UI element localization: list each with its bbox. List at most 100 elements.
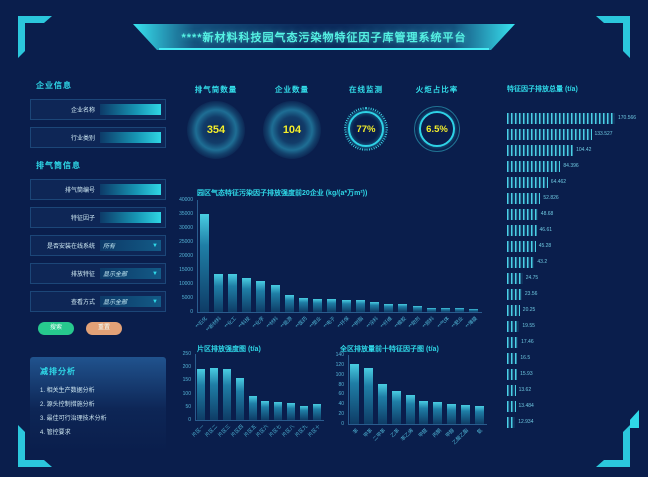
hbar-row: 43.2 bbox=[507, 254, 645, 270]
y-axis-label: 60 bbox=[338, 391, 344, 398]
hbar bbox=[507, 224, 537, 236]
hbar-row: 23.56 bbox=[507, 286, 645, 302]
hbar-list: 170.566 133.527 104.42 84.396 64.462 52.826 48… bbox=[507, 110, 645, 430]
bar bbox=[391, 391, 401, 424]
button-row: 搜索 重置 bbox=[38, 322, 166, 335]
axis bbox=[348, 355, 487, 425]
bar bbox=[235, 377, 244, 420]
field-label: 排放特征 bbox=[70, 272, 95, 278]
glow-circle: 104 bbox=[263, 101, 321, 159]
field-select[interactable]: 显示全部 ▼ bbox=[100, 268, 161, 279]
bar bbox=[228, 273, 237, 312]
bar bbox=[248, 396, 257, 420]
y-axis-label: 0 bbox=[188, 417, 191, 423]
hbar-value: 104.42 bbox=[576, 147, 592, 153]
hbar-row: 19.55 bbox=[507, 318, 645, 334]
y-axis-label: 15000 bbox=[179, 267, 193, 273]
y-axis-label: 120 bbox=[335, 361, 344, 368]
chart-top10-factors: 全区排放量前十特征因子图 (t/a) 0 20 40 60 80 100 120 140 苯甲苯… bbox=[330, 344, 488, 456]
field-input[interactable] bbox=[100, 184, 161, 195]
hbar-value: 23.56 bbox=[524, 291, 538, 297]
stat-torch-ratio: 火炬占比率 6.5% bbox=[402, 84, 472, 152]
hbar-row: 20.25 bbox=[507, 302, 645, 318]
stat-value: 6.5% bbox=[426, 123, 448, 135]
bar bbox=[355, 300, 365, 312]
hbar-row: 13.484 bbox=[507, 398, 645, 414]
hbar-value: 20.25 bbox=[522, 307, 536, 313]
stat-stack-count: 排气筒数量 354 bbox=[180, 84, 252, 159]
stat-value: 77% bbox=[356, 123, 376, 135]
y-axis-label: 20 bbox=[338, 411, 344, 418]
hbar bbox=[507, 256, 535, 268]
chart-title: 园区气态特征污染因子排放强度前20企业 (kg/(a*万m²)) bbox=[197, 190, 368, 197]
bar bbox=[433, 402, 443, 424]
form-field-row: 企业名称 bbox=[30, 99, 166, 120]
bar bbox=[312, 404, 321, 420]
bar bbox=[341, 299, 351, 312]
axis bbox=[195, 354, 324, 421]
chart-title: 全区排放量前十特征因子图 (t/a) bbox=[340, 346, 439, 353]
field-input[interactable] bbox=[100, 104, 161, 115]
chart-title: 特征因子排放总量 (t/a) bbox=[507, 86, 578, 93]
bar bbox=[299, 406, 308, 420]
bar bbox=[441, 307, 450, 312]
stat-label: 企业数量 bbox=[275, 85, 309, 94]
hbar-value: 15.93 bbox=[520, 371, 533, 377]
form-field-row: 查看方式 显示全部 ▼ bbox=[30, 291, 166, 312]
select-value: 显示全部 bbox=[103, 300, 128, 306]
analysis-items: 1. 相关生产数据分析 2. 源头控制措施分析 3. 最佳可行治理技术分析 4. 管控… bbox=[40, 385, 158, 436]
y-axis-label: 35000 bbox=[179, 211, 193, 217]
hbar-value: 13.62 bbox=[518, 387, 532, 393]
bar bbox=[370, 302, 379, 312]
hbar-row: 46.61 bbox=[507, 222, 645, 238]
bar bbox=[242, 277, 252, 312]
corner-bracket-icon bbox=[596, 16, 630, 58]
bar bbox=[327, 299, 337, 312]
corner-accent bbox=[630, 410, 639, 428]
bar bbox=[474, 405, 484, 424]
hbar-row: 64.462 bbox=[507, 174, 645, 190]
y-axis-label: 40 bbox=[338, 401, 344, 408]
factor-total-panel: 特征因子排放总量 (t/a) 170.566 133.527 104.42 84.39… bbox=[495, 80, 645, 432]
y-axis-label: 50 bbox=[185, 403, 191, 410]
stat-value: 104 bbox=[282, 124, 302, 136]
y-axis-label: 100 bbox=[182, 390, 191, 397]
stat-value: 354 bbox=[206, 124, 226, 136]
field-select[interactable]: 所有 ▼ bbox=[100, 240, 161, 251]
y-axis-label: 150 bbox=[182, 377, 191, 384]
y-axis-label: 200 bbox=[182, 364, 191, 371]
analysis-title: 减排分析 bbox=[40, 367, 76, 376]
reset-button[interactable]: 重置 bbox=[86, 322, 123, 335]
hbar-value: 16.5 bbox=[520, 355, 531, 361]
filter-sidebar: 企业信息 企业名称 行业类别 排气筒信息 排气筒编号 特征因子 是否安装在线系统 所有 ▼… bbox=[30, 80, 166, 452]
bar bbox=[261, 401, 270, 420]
hbar bbox=[507, 160, 561, 172]
field-label: 查看方式 bbox=[70, 300, 95, 306]
hbar bbox=[507, 272, 523, 284]
bar bbox=[469, 308, 479, 312]
hbar bbox=[507, 240, 536, 252]
hbar-value: 24.75 bbox=[525, 275, 539, 281]
field-label: 排气筒编号 bbox=[64, 188, 95, 194]
field-label: 是否安装在线系统 bbox=[46, 244, 95, 250]
form-field-row: 行业类别 bbox=[30, 127, 166, 148]
stat-online-monitoring: 在线监测 77% bbox=[331, 84, 401, 151]
hbar bbox=[507, 320, 520, 332]
y-axis-label: 20000 bbox=[179, 253, 193, 259]
bar bbox=[426, 307, 436, 312]
field-input[interactable] bbox=[100, 132, 161, 143]
hbar-row: 133.527 bbox=[507, 126, 645, 142]
bar bbox=[313, 298, 323, 312]
bar bbox=[419, 400, 429, 424]
hbar-value: 45.28 bbox=[538, 243, 552, 249]
hbar-value: 48.68 bbox=[540, 211, 554, 217]
y-axis-label: 25000 bbox=[179, 239, 193, 245]
field-select[interactable]: 显示全部 ▼ bbox=[100, 296, 161, 307]
axis bbox=[197, 200, 482, 313]
hbar-row: 17.46 bbox=[507, 334, 645, 350]
chart-title: 片区排放强度图 (t/a) bbox=[197, 346, 261, 353]
hbar-value: 12.934 bbox=[518, 419, 534, 425]
field-input[interactable] bbox=[100, 212, 161, 223]
search-button[interactable]: 搜索 bbox=[38, 322, 75, 335]
bar bbox=[213, 273, 223, 312]
